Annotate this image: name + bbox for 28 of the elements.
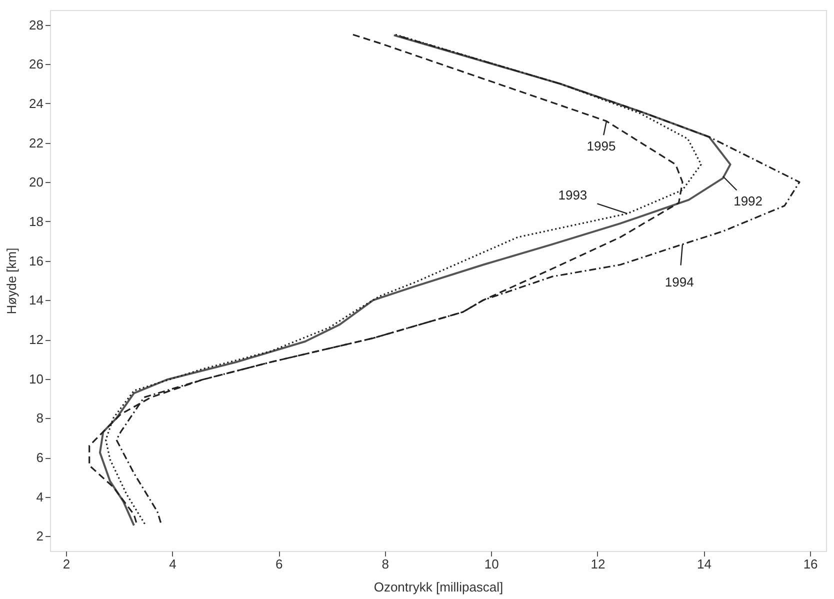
y-tick-label: 8 <box>36 410 44 426</box>
annotation: 1993 <box>558 188 588 203</box>
x-tick-label: 10 <box>484 556 499 572</box>
y-axis-title: Høyde [km] <box>4 248 20 314</box>
y-tick-label: 6 <box>36 450 44 466</box>
annotation: 1994 <box>664 274 694 290</box>
annotation: 1995 <box>586 138 616 154</box>
x-tick-label: 4 <box>169 556 176 572</box>
y-tick-label: 10 <box>29 371 44 386</box>
x-tick-label: 12 <box>590 556 606 572</box>
annotation: 1992 <box>734 194 763 209</box>
y-tick-label: 18 <box>29 214 44 229</box>
x-tick-label: 8 <box>382 556 389 572</box>
x-tick-label: 6 <box>275 556 283 572</box>
y-tick-label: 14 <box>29 292 44 308</box>
y-tick-label: 26 <box>29 56 44 72</box>
y-tick-label: 24 <box>29 96 44 111</box>
x-axis-title: Ozontrykk [millipascal] <box>374 580 504 594</box>
y-tick-label: 12 <box>29 332 44 348</box>
y-tick-label: 2 <box>36 528 44 544</box>
x-tick-label: 16 <box>803 556 818 572</box>
y-tick-label: 16 <box>29 253 44 268</box>
x-tick-label: 14 <box>697 556 712 572</box>
x-tick-label: 2 <box>62 556 70 572</box>
y-tick-label: 20 <box>29 174 44 190</box>
y-tick-label: 22 <box>29 135 44 150</box>
y-tick-label: 4 <box>36 489 44 504</box>
y-tick-label: 28 <box>29 17 44 32</box>
